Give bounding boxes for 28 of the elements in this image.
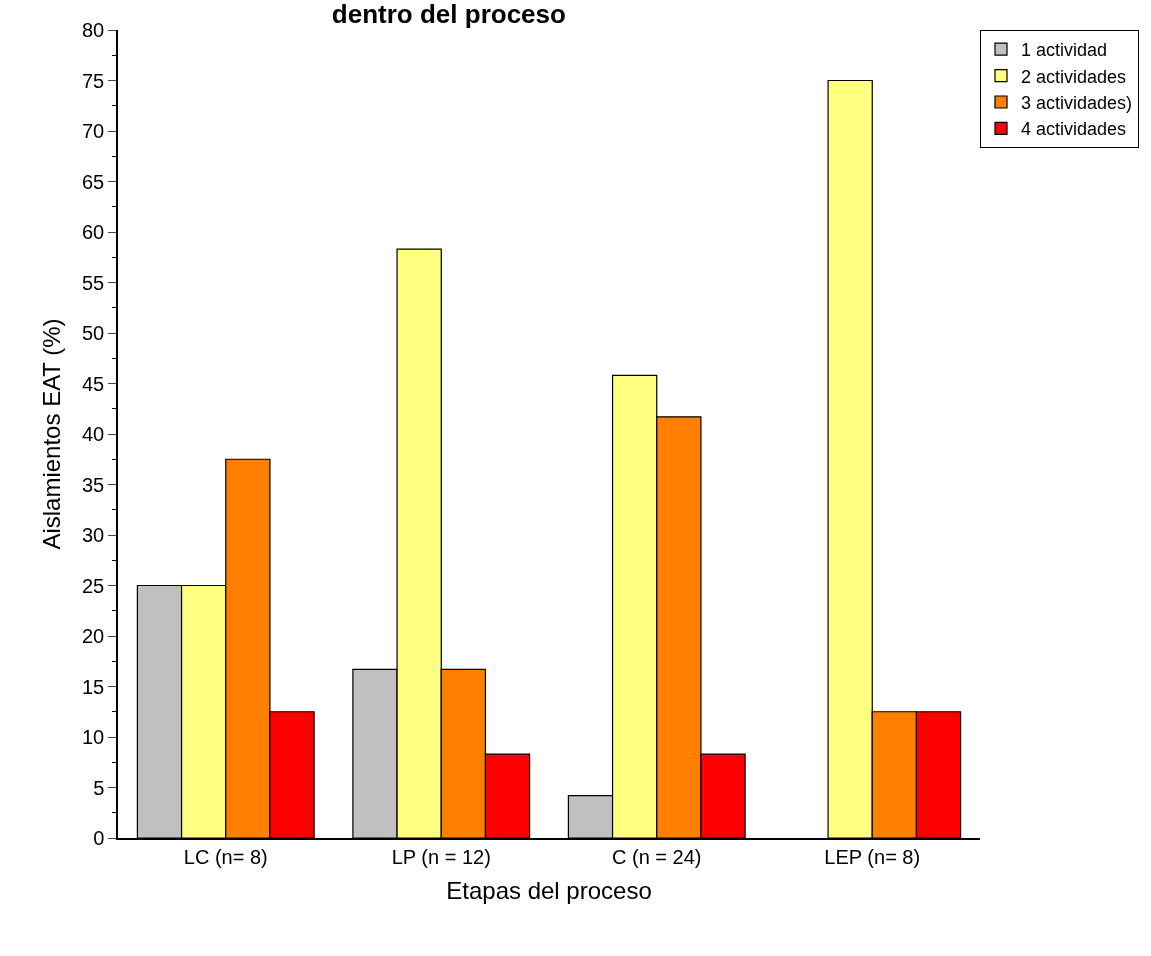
y-tick-label: 40 bbox=[82, 423, 105, 445]
y-tick-label: 25 bbox=[82, 574, 105, 597]
y-tick-label: 5 bbox=[93, 776, 105, 799]
x-tick-label: LP (n = 12) bbox=[391, 845, 491, 868]
y-tick-label: 10 bbox=[82, 726, 105, 748]
x-tick-label: LEP (n= 8) bbox=[824, 845, 921, 868]
y-tick-label: 35 bbox=[82, 473, 105, 496]
y-tick-label: 50 bbox=[82, 322, 105, 344]
y-tick-label: 0 bbox=[93, 827, 105, 849]
y-tick-label: 55 bbox=[82, 271, 105, 294]
legend-label: 4 actividades bbox=[1021, 119, 1127, 140]
y-tick-label: 80 bbox=[82, 19, 105, 41]
legend-label: 2 actividades bbox=[1021, 66, 1127, 87]
y-tick-label: 20 bbox=[82, 625, 105, 647]
y-tick-label: 75 bbox=[82, 69, 105, 92]
legend-label: 1 actividad bbox=[1021, 40, 1108, 61]
x-tick-label: LC (n= 8) bbox=[183, 845, 268, 868]
y-tick-label: 30 bbox=[82, 524, 105, 546]
x-tick-label: C (n = 24) bbox=[612, 845, 702, 868]
y-tick-label: 45 bbox=[82, 372, 105, 395]
y-tick-label: 65 bbox=[82, 170, 105, 193]
x-axis-title: Etapas del proceso bbox=[446, 876, 652, 904]
chart-title: dentro del proceso bbox=[331, 0, 566, 29]
y-tick-label: 60 bbox=[82, 221, 105, 243]
y-axis-title: Aislamientos EAT (%) bbox=[37, 318, 65, 550]
y-tick-label: 15 bbox=[82, 675, 105, 698]
y-tick-label: 70 bbox=[82, 120, 105, 142]
legend-label: 3 actividades) bbox=[1021, 93, 1133, 114]
